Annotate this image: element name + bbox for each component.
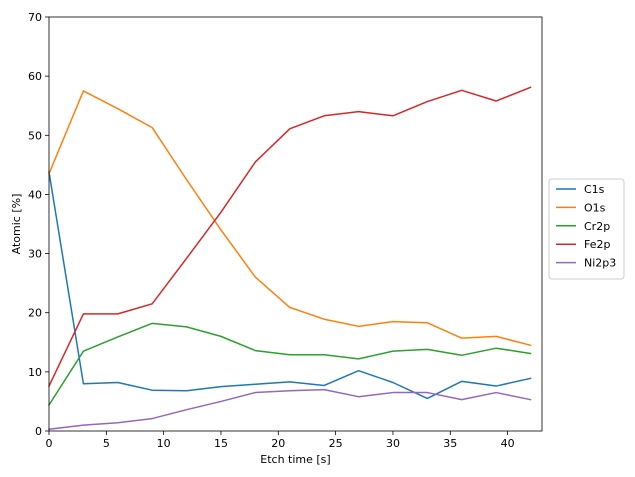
x-tick-label: 35 <box>443 437 457 450</box>
series-line-cr2p <box>47 322 532 407</box>
y-tick-label: 60 <box>28 70 42 83</box>
series-line-o1s <box>48 90 532 347</box>
y-axis-ticks: 0 10 20 30 40 50 60 70 <box>28 11 49 438</box>
y-tick-label: 30 <box>28 248 42 261</box>
y-tick-label: 0 <box>35 425 42 438</box>
x-axis-ticks: 0 5 10 15 20 25 30 35 40 <box>46 431 515 450</box>
legend-entry: C1s <box>584 183 605 196</box>
x-tick-label: 0 <box>46 437 53 450</box>
legend-entry: Fe2p <box>584 238 610 251</box>
y-tick-label: 70 <box>28 11 42 24</box>
y-tick-label: 50 <box>28 129 42 142</box>
x-tick-label: 10 <box>157 437 171 450</box>
x-tick-label: 40 <box>501 437 515 450</box>
x-tick-label: 20 <box>271 437 285 450</box>
x-tick-label: 5 <box>103 437 110 450</box>
y-tick-label: 10 <box>28 366 42 379</box>
legend: C1s O1s Cr2p Fe2p Ni2p3 <box>548 178 625 280</box>
x-axis-label: Etch time [s] <box>260 453 330 466</box>
y-axis-label: Atomic [%] <box>10 194 23 255</box>
legend-entry: Cr2p <box>584 220 610 233</box>
series-line-fe2p <box>48 86 532 388</box>
series-lines <box>47 86 532 431</box>
legend-box <box>548 178 625 280</box>
y-tick-label: 40 <box>28 188 42 201</box>
series-line-c1s <box>48 171 532 400</box>
x-tick-label: 30 <box>386 437 400 450</box>
axes-frame <box>48 16 543 432</box>
legend-entry: Ni2p3 <box>584 257 616 270</box>
y-tick-label: 20 <box>28 307 42 320</box>
legend-entry: O1s <box>584 201 606 214</box>
series-line-ni2p3 <box>48 388 532 431</box>
x-tick-label: 15 <box>214 437 228 450</box>
x-tick-label: 25 <box>329 437 343 450</box>
